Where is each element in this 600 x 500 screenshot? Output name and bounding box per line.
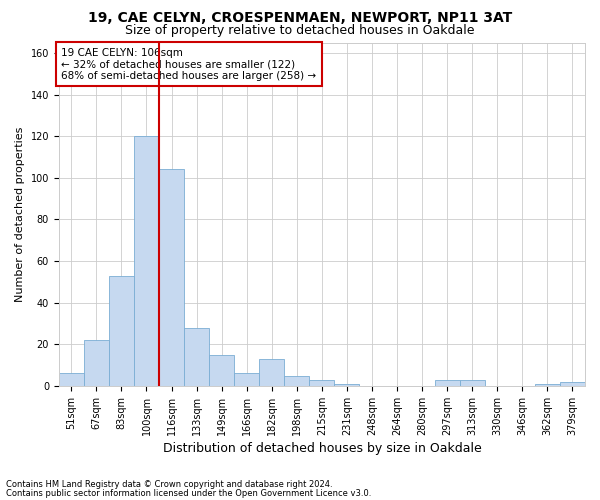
Bar: [434, 380, 460, 386]
Text: 19, CAE CELYN, CROESPENMAEN, NEWPORT, NP11 3AT: 19, CAE CELYN, CROESPENMAEN, NEWPORT, NP…: [88, 11, 512, 25]
Bar: [334, 384, 359, 386]
Bar: [284, 376, 310, 386]
Bar: [460, 380, 485, 386]
Bar: [134, 136, 159, 386]
Text: 19 CAE CELYN: 106sqm
← 32% of detached houses are smaller (122)
68% of semi-deta: 19 CAE CELYN: 106sqm ← 32% of detached h…: [61, 48, 317, 81]
Bar: [234, 374, 259, 386]
Bar: [310, 380, 334, 386]
Bar: [159, 170, 184, 386]
Bar: [184, 328, 209, 386]
Bar: [59, 374, 84, 386]
Bar: [560, 382, 585, 386]
Bar: [109, 276, 134, 386]
Text: Contains public sector information licensed under the Open Government Licence v3: Contains public sector information licen…: [6, 489, 371, 498]
X-axis label: Distribution of detached houses by size in Oakdale: Distribution of detached houses by size …: [163, 442, 481, 455]
Text: Contains HM Land Registry data © Crown copyright and database right 2024.: Contains HM Land Registry data © Crown c…: [6, 480, 332, 489]
Text: Size of property relative to detached houses in Oakdale: Size of property relative to detached ho…: [125, 24, 475, 37]
Bar: [259, 359, 284, 386]
Bar: [84, 340, 109, 386]
Bar: [535, 384, 560, 386]
Bar: [209, 354, 234, 386]
Y-axis label: Number of detached properties: Number of detached properties: [15, 126, 25, 302]
